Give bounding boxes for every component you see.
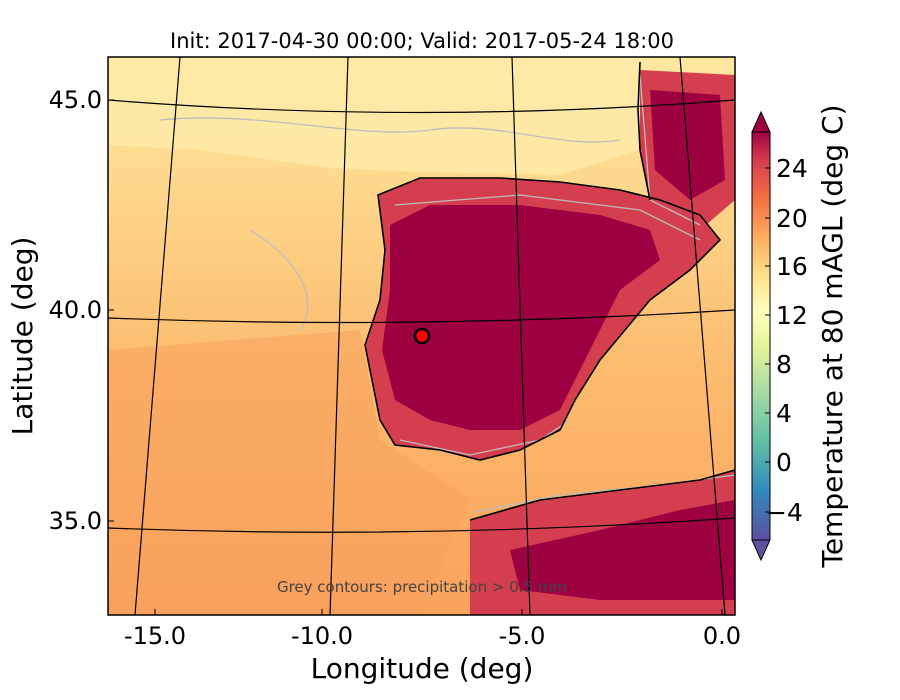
meridian-m5 (511, 57, 531, 615)
colorbar-tick-label: 16 (776, 252, 808, 281)
warm-sea-region (108, 330, 470, 615)
meridian-0 (679, 57, 726, 615)
colorbar-tick-label: 0 (776, 448, 792, 477)
cool-sea-region (108, 57, 640, 175)
y-axis-label: Latitude (deg) (6, 237, 39, 436)
x-axis: -15.0 -10.0 -5.0 0.0 Longitude (deg) (124, 609, 741, 685)
y-tick-label: 35.0 (49, 507, 102, 535)
meridian-m15 (134, 57, 181, 615)
x-tick-label: -10.0 (291, 622, 353, 650)
map-frame (107, 56, 736, 616)
colorbar-min-extend (751, 539, 771, 562)
colorbar-tick-label: 20 (776, 204, 808, 233)
colorbar-label: Temperature at 80 mAGL (deg C) (816, 104, 849, 568)
x-tick-label: -15.0 (124, 622, 186, 650)
y-axis: 45.0 40.0 35.0 Latitude (deg) (6, 86, 114, 535)
map-field: Grey contours: precipitation > 0.5 mm (108, 57, 735, 615)
x-tick-label: -5.0 (499, 622, 546, 650)
colorbar: 24 20 16 12 8 4 0 −4 Temperature at 80 m… (751, 104, 849, 569)
parallel-35 (108, 517, 735, 533)
colorbar-max-extend (751, 110, 771, 133)
y-tick-label: 40.0 (49, 296, 102, 324)
coastline (364, 61, 735, 521)
colorbar-tick-label: 8 (776, 350, 792, 379)
contour-note: Grey contours: precipitation > 0.5 mm (277, 578, 567, 596)
africa-hot-land (510, 500, 735, 600)
parallel-45 (108, 99, 735, 114)
colorbar-gradient (751, 131, 771, 541)
meridian-m10 (329, 57, 349, 615)
graticule (108, 57, 735, 615)
site-marker-dot (413, 327, 431, 345)
site-marker (413, 327, 431, 345)
y-tick-label: 45.0 (49, 86, 102, 114)
parallel-40 (108, 309, 735, 324)
x-tick-label: 0.0 (703, 622, 741, 650)
colorbar-tick-label: 24 (776, 154, 808, 183)
colorbar-tick-label: 12 (776, 301, 808, 330)
colorbar-tick-label: 4 (776, 399, 792, 428)
map-title: Init: 2017-04-30 00:00; Valid: 2017-05-2… (170, 29, 674, 53)
x-axis-label: Longitude (deg) (311, 652, 534, 685)
colorbar-tick-label: −4 (766, 498, 803, 527)
